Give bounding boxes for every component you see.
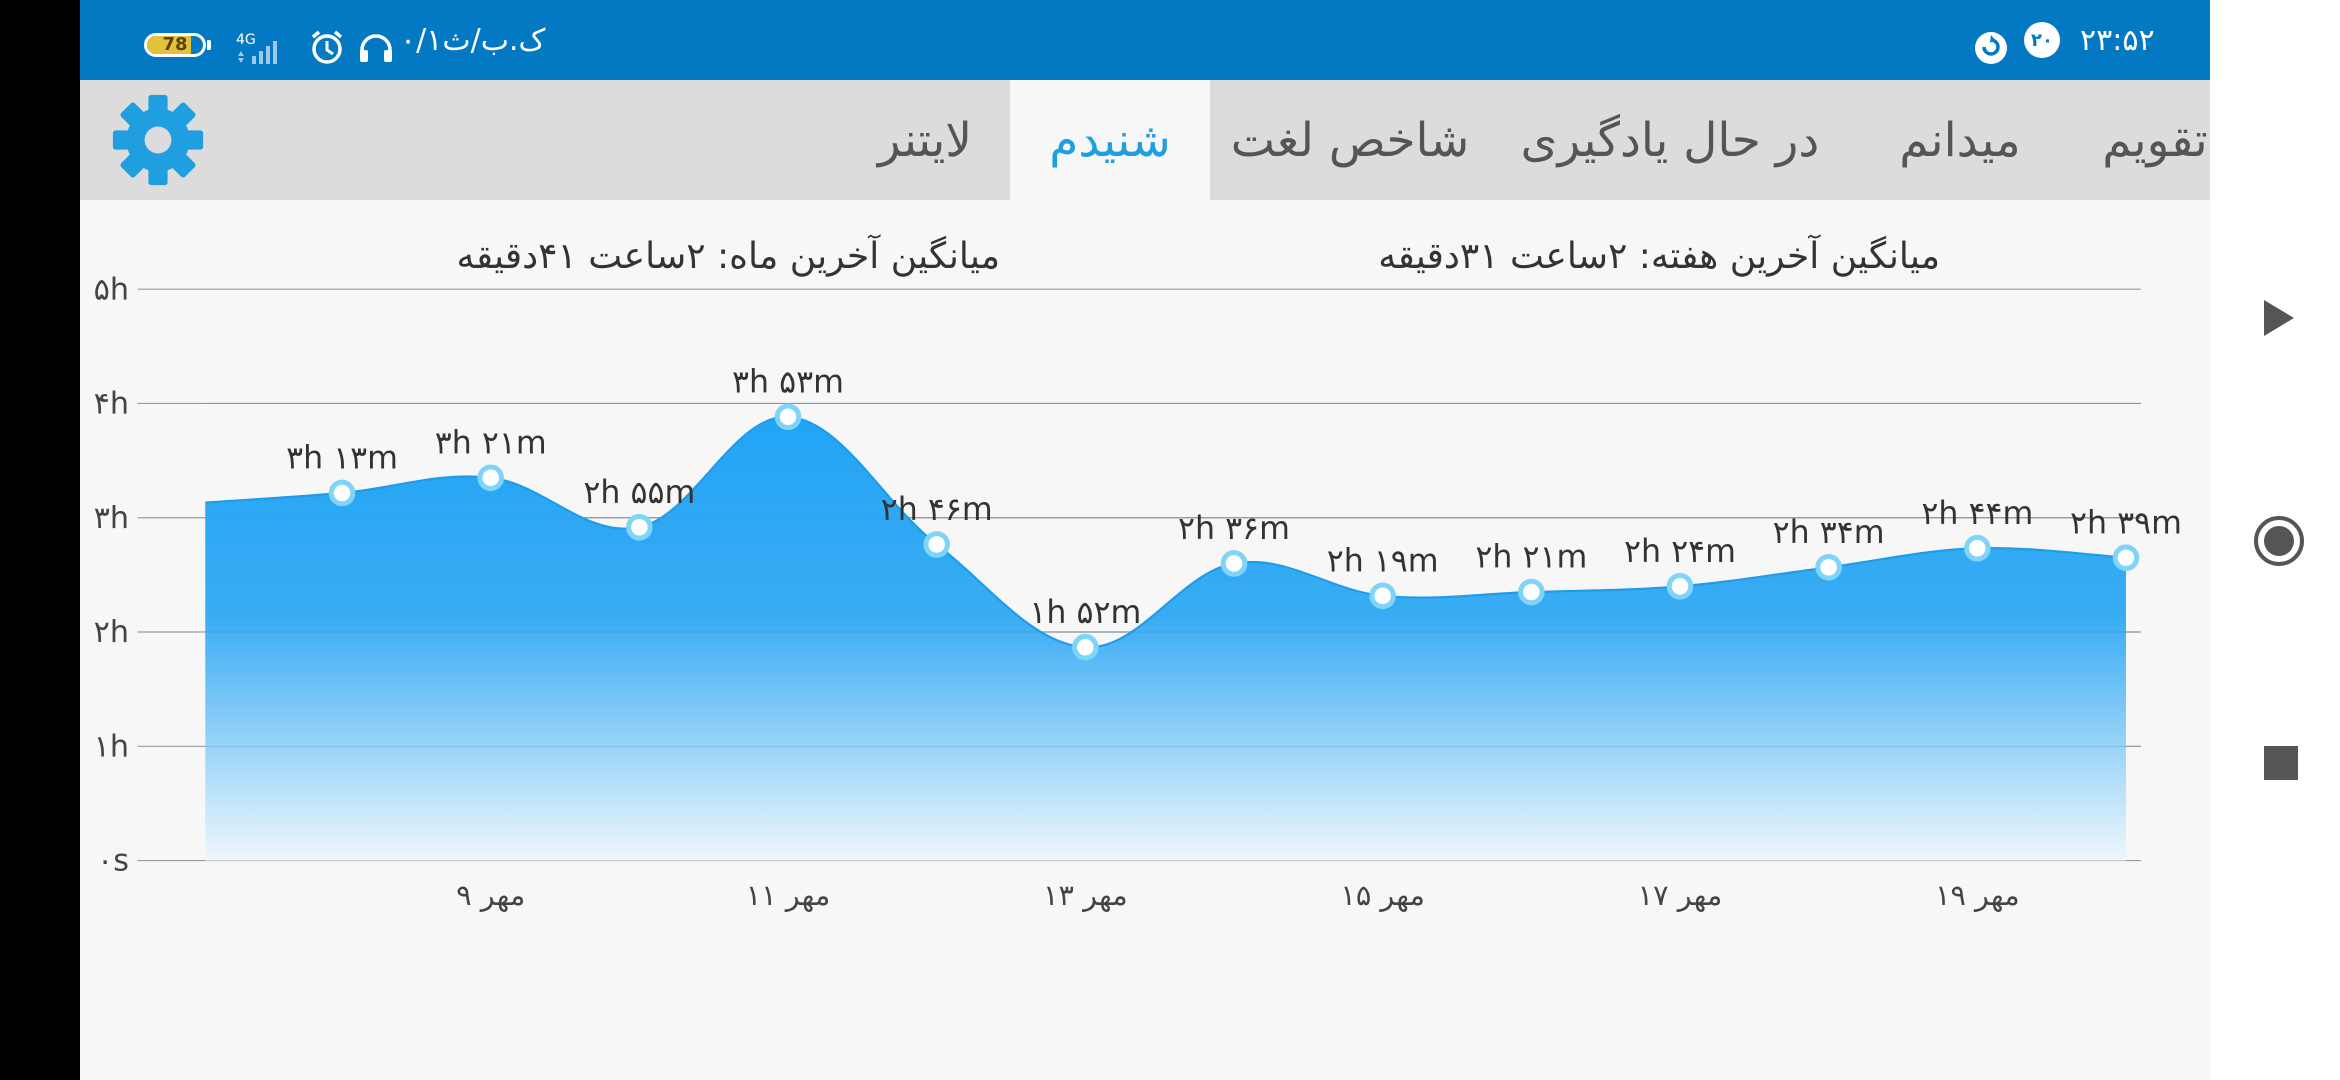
weekly-average: میانگین آخرین هفته: ۲ساعت ۳۱دقیقه (1378, 236, 1940, 277)
tab-learning[interactable]: در حال یادگیری (1520, 112, 1820, 168)
data-point[interactable] (1964, 534, 1991, 562)
data-point[interactable] (1815, 553, 1842, 581)
monthly-average: میانگین آخرین ماه: ۲ساعت ۴۱دقیقه (456, 236, 1000, 277)
navigation-bar (2210, 0, 2340, 1080)
notification-count: ۲۰ (2024, 22, 2060, 58)
battery-percent: 78 (162, 34, 188, 55)
data-label: ۲h ۲۴m (1624, 534, 1736, 570)
x-tick-label: ۱۹ مهر (1935, 878, 2020, 912)
recents-button[interactable] (2264, 746, 2298, 780)
signal-icon: 4G (236, 32, 277, 64)
data-point[interactable] (923, 531, 951, 558)
data-label: ۲h ۴۶m (881, 492, 993, 528)
x-tick-label: ۹ مهر (456, 878, 525, 912)
y-tick-label: ۵h (94, 272, 129, 307)
data-label: ۳h ۲۱m (435, 425, 547, 461)
home-button[interactable] (2252, 514, 2306, 568)
data-label: ۲h ۵۵m (583, 475, 695, 511)
y-tick-label: ۰s (97, 844, 129, 879)
x-tick-label: ۱۵ مهر (1340, 878, 1425, 912)
tab-listened[interactable]: شنیدم (1010, 80, 1210, 200)
listening-area (205, 416, 2126, 861)
data-label: ۳h ۱۳m (286, 441, 398, 477)
network-type: 4G (236, 32, 256, 48)
data-point[interactable] (1518, 578, 1545, 606)
y-tick-label: ۱h (94, 729, 129, 764)
tab-calendar[interactable]: تقویم (2102, 112, 2208, 168)
x-tick-label: ۱۷ مهر (1638, 878, 1723, 912)
data-label: ۱h ۵۲m (1029, 595, 1141, 631)
battery-icon: 78 (144, 33, 206, 57)
data-point[interactable] (1369, 582, 1396, 610)
app-window: 78 4G ۰/۱ک.ب/ث ۲۰ (80, 0, 2210, 1080)
tab-bar: تقویم میدانم در حال یادگیری شاخص لغت شنی… (80, 80, 2210, 200)
gear-icon[interactable] (110, 92, 206, 188)
data-point[interactable] (477, 464, 505, 492)
data-label: ۳h ۵۳m (732, 364, 844, 400)
data-point[interactable] (1666, 572, 1694, 600)
notification-badge-icon: ۲۰ (2024, 0, 2060, 80)
battery-tip (207, 40, 211, 50)
tab-leitner[interactable]: لایتنر (877, 112, 973, 168)
data-point[interactable] (774, 403, 802, 431)
data-label: ۲h ۳۴m (1773, 515, 1885, 551)
clock: ۲۳:۵۲ (2080, 22, 2155, 58)
data-point[interactable] (1220, 550, 1248, 577)
listening-time-chart: ۰s ۱h ۲h ۳h ۴h ۵h ۳h ۱۳m ۳h ۲۱m ۲h ۵۵m ۳h ۵۳m ۲h … (94, 272, 2182, 912)
x-tick-label: ۱۳ مهر (1043, 878, 1128, 912)
tab-word-index[interactable]: شاخص لغت (1230, 112, 1470, 168)
data-label: ۲h ۴۴m (1921, 496, 2033, 532)
battery-level (147, 36, 191, 54)
data-label: ۲h ۲۱m (1475, 540, 1587, 576)
alarm-icon (311, 30, 343, 64)
y-tick-label: ۳h (94, 501, 129, 536)
x-tick-label: ۱۱ مهر (746, 878, 831, 912)
data-point[interactable] (626, 513, 653, 541)
data-point[interactable] (1072, 633, 1099, 661)
data-label: ۲h ۱۹m (1327, 543, 1439, 579)
listening-line (205, 415, 2127, 649)
network-speed: ۰/۱ک.ب/ث (400, 22, 546, 58)
back-button[interactable] (2262, 298, 2296, 338)
sync-icon (1975, 32, 2007, 64)
y-tick-label: ۲h (94, 615, 129, 650)
data-label: ۲h ۳۶m (1178, 511, 1290, 547)
tab-known[interactable]: میدانم (1899, 112, 2021, 168)
data-point[interactable] (328, 479, 356, 507)
y-tick-label: ۴h (94, 387, 129, 422)
headphones-icon (360, 34, 392, 62)
screen-edge (0, 0, 80, 1080)
status-bar: 78 4G ۰/۱ک.ب/ث ۲۰ (80, 0, 2210, 80)
data-point[interactable] (2112, 544, 2140, 572)
data-label: ۲h ۳۹m (2070, 505, 2182, 541)
